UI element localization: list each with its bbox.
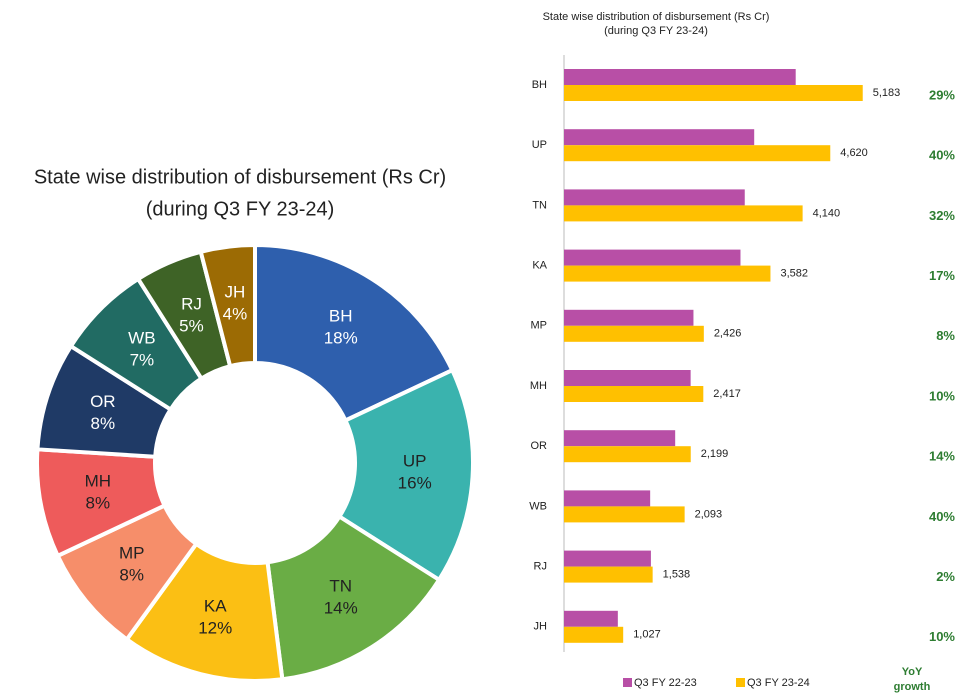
growth-label: 10% <box>929 388 955 403</box>
slice-category: KA <box>204 596 227 615</box>
y-tick-label: JH <box>534 621 548 633</box>
slice-category: JH <box>225 283 246 302</box>
slice-label: 18% <box>324 328 358 347</box>
growth-header: growth <box>894 681 931 693</box>
bar <box>564 189 745 206</box>
slice-label: 14% <box>324 599 358 618</box>
legend-label: Q3 FY 22-23 <box>634 677 697 689</box>
bar <box>564 430 676 447</box>
value-label: 2,426 <box>714 328 742 340</box>
value-label: 1,538 <box>663 569 691 581</box>
y-tick-label: KA <box>532 260 547 272</box>
bar <box>564 145 831 162</box>
slice-category: TN <box>329 577 352 596</box>
slice-category: UP <box>403 452 427 471</box>
growth-label: 40% <box>929 148 955 163</box>
slice-category: OR <box>90 392 116 411</box>
y-tick-label: UP <box>532 139 547 151</box>
value-label: 4,620 <box>840 147 868 159</box>
value-label: 2,199 <box>701 448 729 460</box>
donut-title: State wise distribution of disbursement … <box>34 166 446 188</box>
slice-label: 16% <box>398 474 432 493</box>
donut-slice <box>198 242 257 369</box>
bar <box>564 490 651 507</box>
legend-label: Q3 FY 23-24 <box>747 677 810 689</box>
growth-label: 10% <box>929 629 955 644</box>
value-label: 2,417 <box>713 388 741 400</box>
value-label: 3,582 <box>780 268 808 280</box>
bar <box>564 370 691 386</box>
y-tick-label: TN <box>532 199 547 211</box>
bar <box>564 85 863 101</box>
legend-swatch <box>736 678 745 687</box>
bar <box>564 129 755 146</box>
growth-label: 32% <box>929 208 955 223</box>
bar <box>564 550 651 567</box>
growth-header: YoY <box>902 666 923 678</box>
bar <box>564 309 694 326</box>
bar <box>564 69 796 85</box>
y-tick-label: RJ <box>534 561 547 573</box>
value-label: 5,183 <box>873 87 901 99</box>
bar <box>564 265 771 282</box>
slice-category: MP <box>119 543 145 562</box>
bar <box>564 205 803 222</box>
donut-slice <box>253 242 455 424</box>
bar <box>564 566 653 583</box>
slice-label: 7% <box>130 350 155 369</box>
y-tick-label: MP <box>531 320 548 332</box>
growth-label: 8% <box>936 328 955 343</box>
legend-swatch <box>623 678 632 687</box>
bar-title: State wise distribution of disbursement … <box>543 11 770 23</box>
slice-label: 5% <box>179 317 204 336</box>
slice-label: 8% <box>91 414 116 433</box>
growth-label: 29% <box>929 87 955 102</box>
bar <box>564 610 618 627</box>
slice-label: 8% <box>119 565 144 584</box>
donut-slice <box>265 513 442 682</box>
y-tick-label: WB <box>529 500 547 512</box>
slice-category: MH <box>85 471 111 490</box>
growth-label: 2% <box>936 569 955 584</box>
bar <box>564 249 741 266</box>
slice-category: RJ <box>181 295 202 314</box>
y-tick-label: BH <box>532 79 547 91</box>
growth-label: 14% <box>929 449 955 464</box>
donut-slice <box>336 367 475 583</box>
bar <box>564 626 624 643</box>
bar-subtitle: (during Q3 FY 23-24) <box>604 25 708 37</box>
value-label: 4,140 <box>813 207 841 219</box>
slice-category: BH <box>329 306 353 325</box>
growth-label: 40% <box>929 509 955 524</box>
bar <box>564 446 691 463</box>
value-label: 2,093 <box>695 508 723 520</box>
donut-subtitle: (during Q3 FY 23-24) <box>146 198 335 220</box>
y-tick-label: MH <box>530 380 547 392</box>
growth-label: 17% <box>929 268 955 283</box>
slice-category: WB <box>128 328 155 347</box>
bar <box>564 386 704 402</box>
bar <box>564 506 685 523</box>
bar <box>564 325 704 342</box>
slice-label: 12% <box>198 618 232 637</box>
slice-label: 8% <box>86 493 111 512</box>
y-tick-label: OR <box>531 440 548 452</box>
slice-label: 4% <box>223 305 248 324</box>
value-label: 1,027 <box>633 629 661 641</box>
